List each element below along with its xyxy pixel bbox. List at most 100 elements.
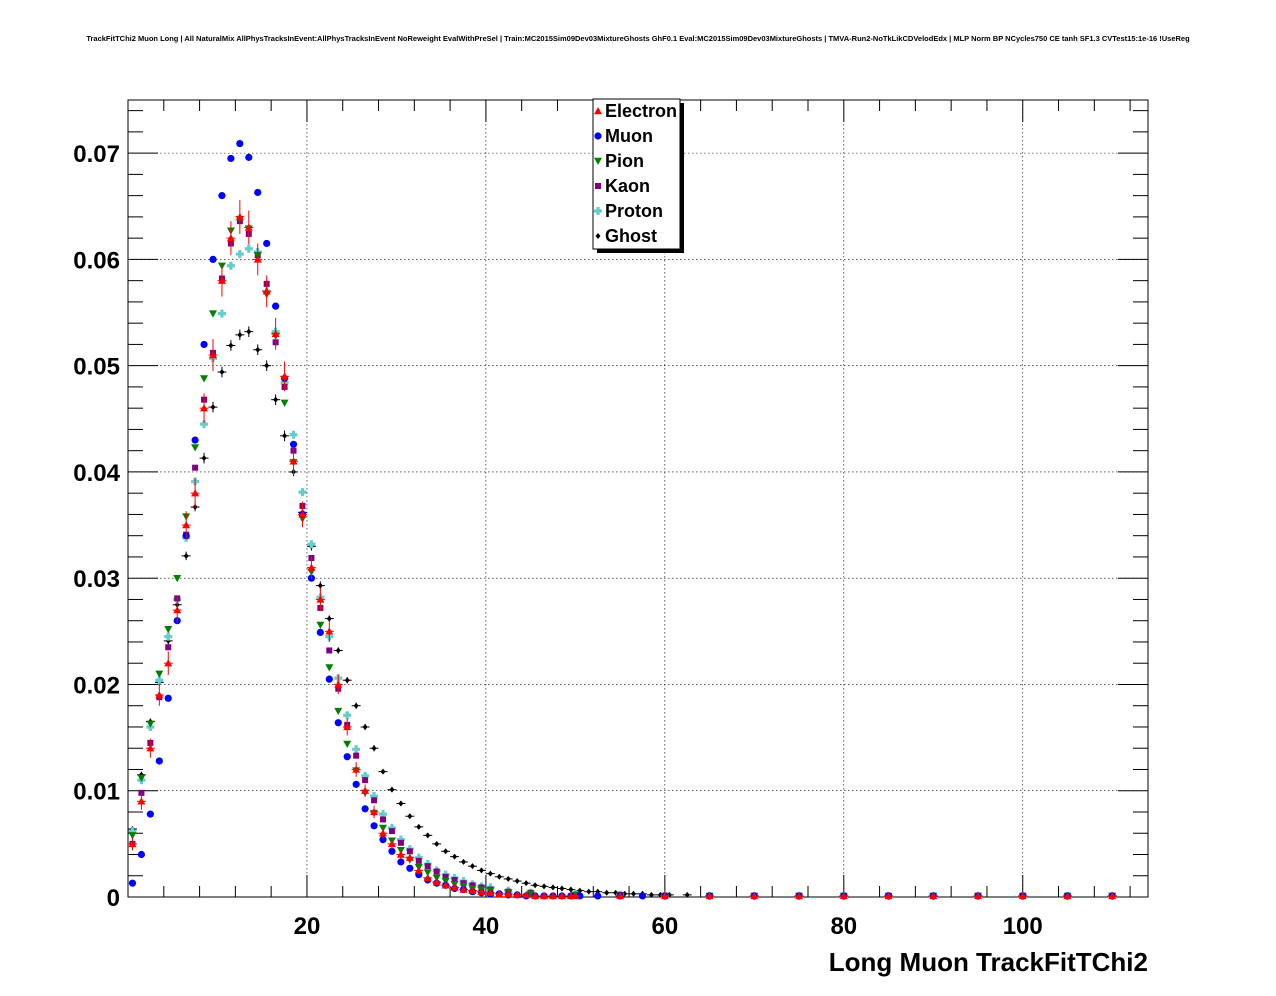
- data-point-proton: [361, 771, 370, 780]
- data-point-electron: [477, 887, 486, 895]
- data-point-electron: [468, 886, 477, 894]
- data-point-ghost: [550, 884, 556, 891]
- data-point-electron: [128, 839, 137, 848]
- legend-marker-ghost: [595, 233, 601, 239]
- data-point-muon: [638, 892, 647, 900]
- data-point-electron: [705, 891, 714, 900]
- data-point-pion: [173, 575, 182, 583]
- data-point-electron: [571, 891, 580, 900]
- data-point-electron: [334, 680, 343, 688]
- data-point-proton: [379, 810, 387, 819]
- data-point-electron: [531, 891, 540, 900]
- data-point-pion: [334, 707, 343, 716]
- data-point-electron: [1063, 891, 1072, 900]
- data-point-ghost: [514, 878, 520, 885]
- data-point-electron: [146, 744, 155, 752]
- data-point-muon: [325, 675, 333, 683]
- data-point-proton: [128, 827, 137, 836]
- data-point-ghost: [559, 885, 565, 892]
- data-point-pion: [316, 621, 325, 629]
- data-point-electron: [280, 372, 289, 380]
- data-point-electron: [750, 891, 759, 900]
- data-point-muon: [316, 628, 324, 636]
- data-point-kaon: [424, 863, 431, 870]
- data-point-electron: [209, 351, 217, 359]
- data-point-muon: [218, 192, 226, 200]
- data-point-ghost: [317, 582, 323, 589]
- data-point-proton: [352, 745, 361, 754]
- data-point-electron: [660, 891, 669, 900]
- data-point-ghost: [496, 873, 502, 880]
- data-point-electron: [217, 276, 226, 284]
- data-point-electron: [450, 883, 459, 891]
- data-point-electron: [1018, 891, 1027, 900]
- data-point-electron: [361, 786, 370, 794]
- data-point-electron: [343, 722, 352, 731]
- y-tick-label: 0.05: [73, 354, 120, 381]
- data-point-kaon: [353, 752, 360, 759]
- data-point-electron: [405, 853, 414, 861]
- data-point-ghost: [380, 768, 386, 775]
- x-tick-label: 60: [651, 913, 678, 940]
- legend-label-proton: Proton: [605, 201, 663, 221]
- data-point-electron: [486, 888, 495, 896]
- data-point-electron: [396, 850, 405, 858]
- data-point-ghost: [344, 677, 350, 684]
- data-point-ghost: [478, 867, 484, 874]
- data-point-muon: [388, 847, 396, 855]
- data-point-pion: [209, 310, 217, 318]
- data-point-electron: [504, 889, 513, 898]
- legend-label-muon: Muon: [605, 126, 653, 146]
- data-point-electron: [929, 891, 938, 900]
- x-tick-label: 80: [830, 913, 857, 940]
- data-point-pion: [146, 720, 155, 728]
- x-tick-label: 100: [1003, 913, 1043, 940]
- data-point-electron: [884, 891, 893, 900]
- data-point-electron: [441, 881, 450, 889]
- data-point-electron: [540, 891, 549, 900]
- data-point-muon: [137, 850, 146, 859]
- legend-label-pion: Pion: [605, 151, 644, 171]
- data-point-pion: [423, 869, 432, 877]
- data-point-electron: [414, 866, 423, 874]
- data-point-electron: [379, 829, 387, 837]
- data-point-ghost: [219, 369, 225, 376]
- data-point-ghost: [282, 432, 288, 439]
- legend-label-electron: Electron: [605, 101, 677, 121]
- y-tick-label: 0.01: [73, 779, 120, 806]
- data-point-ghost: [604, 889, 610, 896]
- data-point-kaon: [433, 868, 440, 875]
- data-point-ghost: [201, 455, 207, 462]
- x-tick-label: 40: [473, 913, 500, 940]
- data-point-ghost: [210, 404, 216, 411]
- data-point-proton: [387, 823, 396, 832]
- data-point-muon: [245, 153, 253, 161]
- data-point-proton: [200, 420, 209, 429]
- data-point-ghost: [452, 853, 458, 860]
- data-point-ghost: [237, 331, 243, 338]
- data-point-muon: [397, 858, 405, 866]
- data-point-ghost: [523, 880, 529, 887]
- data-point-electron: [557, 891, 566, 900]
- data-point-muon: [406, 864, 414, 872]
- data-point-muon: [200, 340, 208, 349]
- legend-marker-proton: [594, 207, 602, 215]
- data-point-electron: [262, 287, 271, 295]
- data-point-electron: [616, 891, 625, 900]
- data-point-ghost: [684, 891, 690, 898]
- legend-marker-muon: [594, 132, 602, 140]
- data-point-pion: [526, 890, 535, 898]
- data-point-muon: [594, 892, 602, 900]
- data-point-proton: [289, 430, 298, 439]
- data-point-ghost: [183, 552, 189, 559]
- data-point-proton: [307, 540, 316, 549]
- data-layer: [128, 139, 1117, 900]
- data-point-electron: [352, 765, 361, 773]
- y-tick-label: 0.02: [73, 672, 120, 699]
- data-point-ghost: [416, 823, 422, 830]
- data-point-pion: [164, 626, 173, 634]
- data-point-ghost: [371, 745, 377, 752]
- data-point-electron: [1108, 891, 1117, 900]
- data-point-electron: [253, 255, 262, 263]
- data-point-muon: [334, 719, 342, 727]
